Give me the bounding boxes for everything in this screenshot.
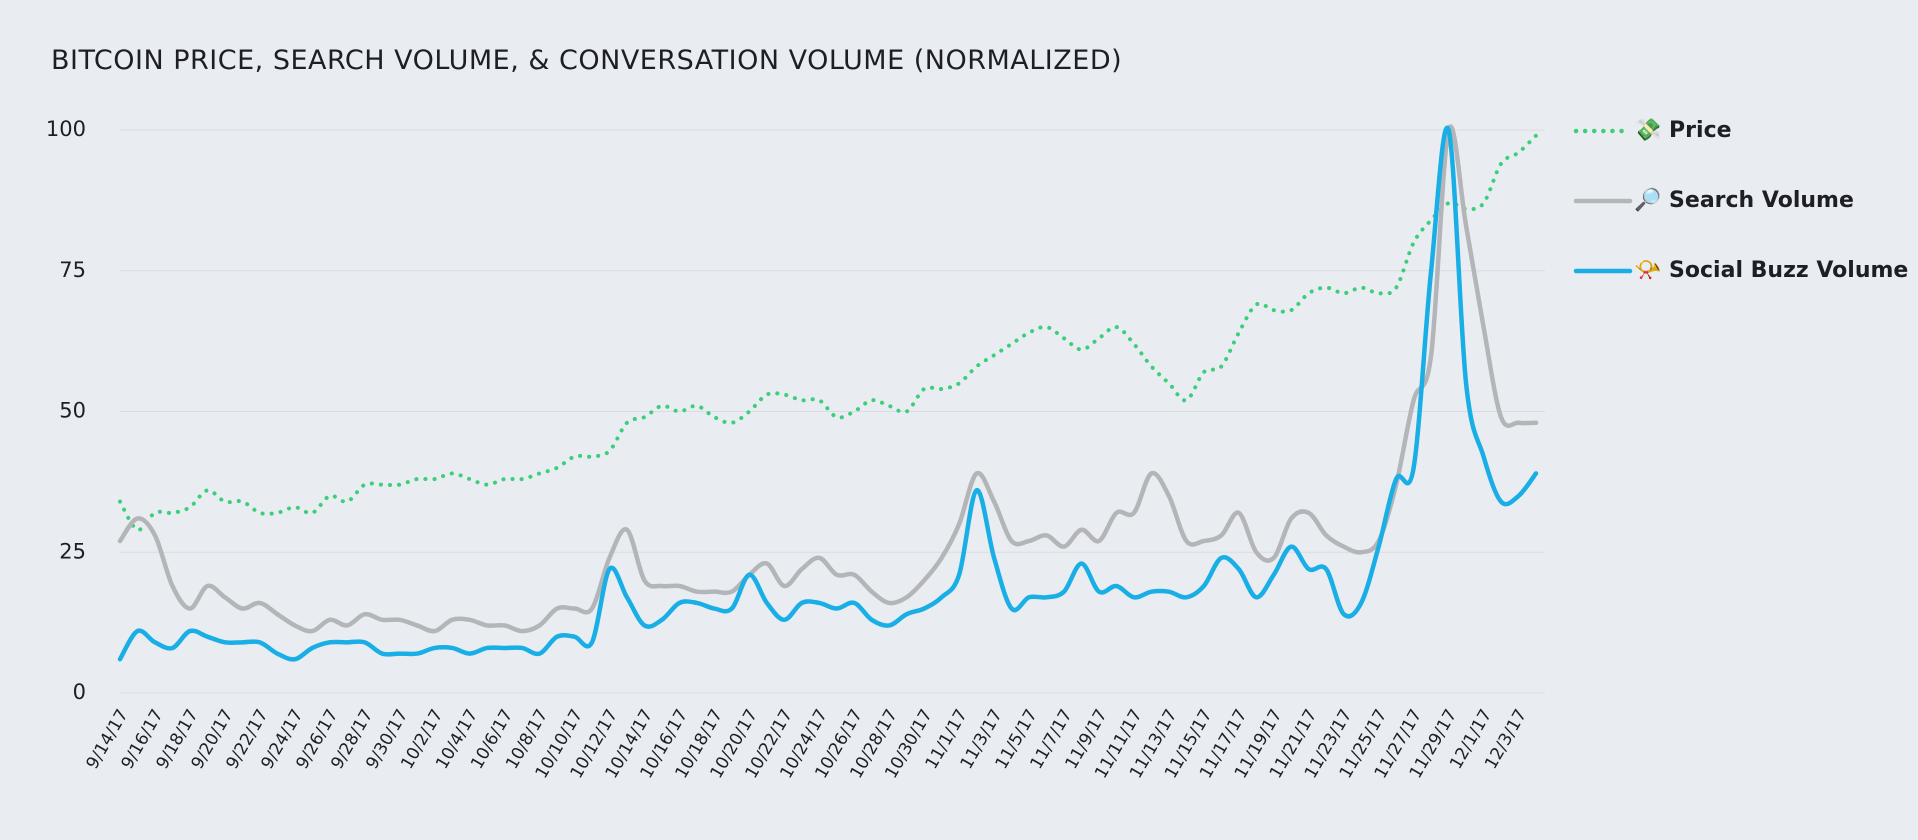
y-tick-label: 25 — [59, 539, 86, 563]
series-line — [118, 133, 1538, 532]
y-tick-label: 50 — [59, 399, 86, 423]
legend-label: 💸 Price — [1634, 117, 1732, 143]
y-tick-label: 100 — [46, 117, 86, 141]
y-tick-label: 75 — [59, 258, 86, 282]
y-tick-label: 0 — [73, 680, 86, 704]
legend-label: 📯 Social Buzz Volume — [1634, 258, 1908, 283]
chart-title: BITCOIN PRICE, SEARCH VOLUME, & CONVERSA… — [51, 45, 1122, 76]
series-line — [117, 125, 1539, 662]
legend-label: 🔎 Search Volume — [1634, 185, 1854, 213]
series-line — [117, 124, 1539, 634]
